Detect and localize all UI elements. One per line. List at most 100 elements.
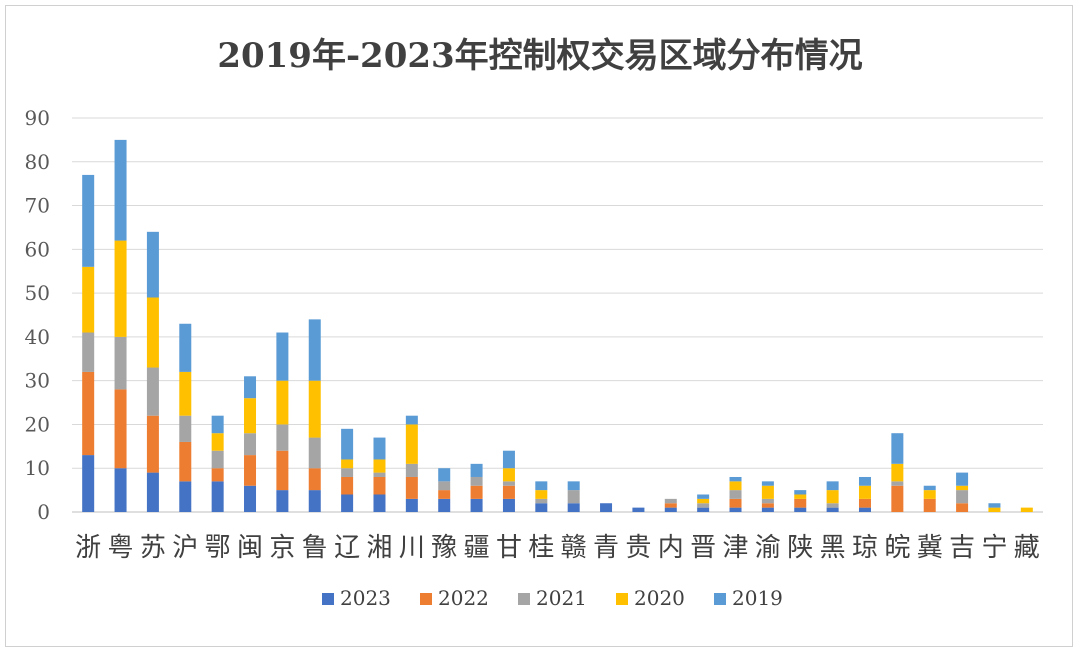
bar-segment-2020 bbox=[341, 459, 354, 469]
bar-segment-2020 bbox=[729, 481, 742, 491]
legend-swatch bbox=[518, 593, 530, 605]
bar-segment-2019 bbox=[82, 174, 95, 267]
x-tick-label: 甘 bbox=[496, 533, 522, 563]
x-tick-label: 京 bbox=[269, 533, 295, 563]
bar-segment-2021 bbox=[114, 336, 127, 390]
bar-segment-2021 bbox=[470, 476, 483, 486]
bar-segment-2019 bbox=[373, 437, 386, 460]
bar-segment-2020 bbox=[697, 498, 710, 504]
bar-segment-2021 bbox=[535, 498, 548, 504]
bar-segment-2023 bbox=[632, 507, 645, 512]
bar-segment-2019 bbox=[179, 323, 192, 372]
chart-title: 2019年-2023年控制权交易区域分布情况 bbox=[217, 36, 863, 76]
bar-segment-2019 bbox=[794, 490, 807, 495]
bar-segment-2022 bbox=[470, 485, 483, 499]
bar-segment-2020 bbox=[146, 297, 159, 368]
x-tick-label: 沪 bbox=[172, 533, 198, 563]
bar-segment-2019 bbox=[211, 415, 224, 434]
bar-segment-2023 bbox=[308, 490, 321, 512]
x-tick-label: 鄂 bbox=[205, 533, 231, 563]
bar-segment-2019 bbox=[405, 415, 418, 425]
bar-segment-2020 bbox=[405, 424, 418, 464]
bar-segment-2019 bbox=[923, 485, 936, 491]
bar-segment-2023 bbox=[114, 468, 127, 512]
bar-segment-2022 bbox=[502, 485, 515, 499]
bar-segment-2019 bbox=[891, 433, 904, 464]
x-tick-label: 苏 bbox=[140, 533, 166, 563]
y-tick-label: 90 bbox=[25, 106, 50, 130]
bar-segment-2020 bbox=[794, 494, 807, 499]
legend-label: 2020 bbox=[634, 586, 685, 610]
bar-segment-2023 bbox=[276, 490, 289, 512]
bar-segment-2023 bbox=[567, 503, 580, 512]
legend-swatch bbox=[322, 593, 334, 605]
bar-segment-2023 bbox=[341, 494, 354, 512]
x-tick-label: 赣 bbox=[561, 533, 587, 563]
bar-segment-2021 bbox=[373, 472, 386, 477]
bar-segment-2021 bbox=[244, 433, 257, 456]
bar-segment-2022 bbox=[373, 476, 386, 495]
bar-segment-2021 bbox=[405, 463, 418, 477]
bar-segment-2023 bbox=[664, 507, 677, 512]
bar-segment-2020 bbox=[308, 380, 321, 438]
bar-segment-2020 bbox=[858, 485, 871, 499]
bar-segment-2019 bbox=[535, 481, 548, 491]
x-tick-label: 疆 bbox=[464, 533, 490, 563]
x-tick-label: 皖 bbox=[884, 533, 910, 563]
bar-segment-2020 bbox=[373, 459, 386, 473]
y-tick-label: 80 bbox=[25, 150, 50, 174]
legend-label: 2023 bbox=[340, 586, 391, 610]
legend-label: 2022 bbox=[438, 586, 489, 610]
bar-segment-2021 bbox=[761, 498, 774, 504]
y-tick-label: 10 bbox=[25, 456, 50, 480]
bar-segment-2023 bbox=[826, 507, 839, 512]
bar-segment-2023 bbox=[761, 507, 774, 512]
bar-segment-2019 bbox=[438, 468, 451, 482]
bar-segment-2019 bbox=[276, 332, 289, 381]
bar-segment-2020 bbox=[1020, 507, 1033, 512]
bar-segment-2023 bbox=[729, 507, 742, 512]
bar-segment-2023 bbox=[211, 481, 224, 512]
bar-segment-2019 bbox=[502, 450, 515, 469]
bar-segment-2021 bbox=[567, 490, 580, 504]
x-tick-label: 川 bbox=[399, 533, 425, 563]
x-tick-label: 豫 bbox=[431, 533, 457, 563]
x-tick-label: 浙 bbox=[75, 533, 101, 563]
bar-segment-2023 bbox=[858, 507, 871, 512]
bar-segment-2022 bbox=[308, 468, 321, 491]
bar-segment-2020 bbox=[891, 463, 904, 482]
x-tick-label: 辽 bbox=[334, 533, 360, 563]
legend-swatch bbox=[420, 593, 432, 605]
bar-segment-2023 bbox=[405, 498, 418, 512]
bar-segment-2020 bbox=[82, 266, 95, 333]
bar-segment-2023 bbox=[697, 507, 710, 512]
bar-segment-2022 bbox=[82, 371, 95, 456]
bar-segment-2021 bbox=[82, 332, 95, 372]
bar-segment-2023 bbox=[438, 498, 451, 512]
bar-segment-2022 bbox=[923, 498, 936, 512]
bar-segment-2021 bbox=[179, 415, 192, 442]
bar-segment-2020 bbox=[956, 485, 969, 491]
x-tick-label: 陕 bbox=[787, 533, 813, 563]
bar-segment-2019 bbox=[858, 476, 871, 486]
y-tick-label: 70 bbox=[25, 194, 50, 218]
bar-segment-2019 bbox=[114, 139, 127, 241]
bar-segment-2021 bbox=[697, 503, 710, 508]
bar-segment-2023 bbox=[502, 498, 515, 512]
x-tick-label: 冀 bbox=[917, 533, 943, 563]
bar-segment-2022 bbox=[405, 476, 418, 499]
bar-segment-2020 bbox=[988, 507, 1001, 512]
x-tick-label: 桂 bbox=[528, 533, 554, 563]
bar-segment-2022 bbox=[729, 498, 742, 508]
x-tick-label: 津 bbox=[723, 533, 749, 563]
y-tick-label: 30 bbox=[25, 369, 50, 393]
bar-segment-2021 bbox=[276, 424, 289, 451]
x-tick-label: 闽 bbox=[237, 533, 263, 563]
bar-segment-2021 bbox=[308, 437, 321, 469]
y-tick-label: 40 bbox=[25, 325, 50, 349]
bar-segment-2022 bbox=[664, 503, 677, 508]
bar-segment-2022 bbox=[276, 450, 289, 491]
x-tick-label: 黑 bbox=[820, 533, 846, 563]
y-tick-label: 50 bbox=[25, 281, 50, 305]
